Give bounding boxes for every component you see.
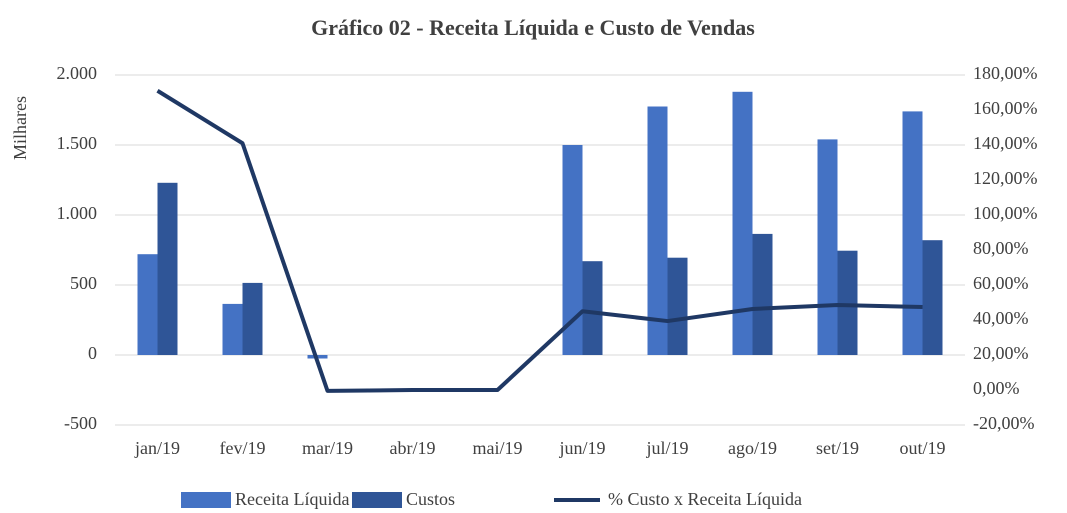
bar (647, 106, 668, 355)
bar (752, 233, 773, 355)
bar (922, 240, 943, 355)
legend-swatch (352, 492, 402, 508)
y2-tick-label: 180,00% (973, 63, 1038, 83)
bar (157, 182, 178, 355)
bar (902, 111, 923, 356)
y-tick-label: 1.000 (57, 203, 98, 223)
y2-tick-label: 20,00% (973, 343, 1029, 363)
y2-tick-label: 140,00% (973, 133, 1038, 153)
bar (732, 91, 753, 356)
y2-tick-label: -20,00% (973, 413, 1035, 433)
y2-tick-label: 100,00% (973, 203, 1038, 223)
x-tick-label: jul/19 (645, 438, 688, 458)
bar (222, 303, 243, 355)
y2-tick-label: 120,00% (973, 168, 1038, 188)
legend-label: Custos (406, 489, 455, 509)
x-tick-label: abr/19 (390, 438, 436, 458)
bar (137, 254, 158, 355)
y-tick-label: 2.000 (57, 63, 98, 83)
x-tick-label: fev/19 (220, 438, 266, 458)
bar (667, 257, 688, 355)
y2-tick-label: 80,00% (973, 238, 1029, 258)
y-tick-label: 0 (88, 343, 97, 363)
y2-tick-label: 60,00% (973, 273, 1029, 293)
y2-tick-label: 40,00% (973, 308, 1029, 328)
x-tick-label: jan/19 (134, 438, 180, 458)
x-tick-label: set/19 (816, 438, 859, 458)
legend-label: Receita Líquida (235, 489, 349, 509)
bar (242, 282, 263, 355)
bar (562, 145, 583, 355)
y-axis-title: Milhares (10, 96, 30, 160)
bar (817, 139, 838, 355)
x-tick-label: ago/19 (728, 438, 777, 458)
x-tick-label: mar/19 (302, 438, 353, 458)
y-tick-label: -500 (64, 413, 97, 433)
x-tick-label: jun/19 (558, 438, 605, 458)
y2-tick-label: 160,00% (973, 98, 1038, 118)
y-tick-label: 500 (70, 273, 97, 293)
legend-label: % Custo x Receita Líquida (608, 489, 802, 509)
bar (837, 250, 858, 355)
y2-tick-label: 0,00% (973, 378, 1020, 398)
chart-title: Gráfico 02 - Receita Líquida e Custo de … (311, 15, 755, 40)
legend-swatch (181, 492, 231, 508)
y-tick-label: 1.500 (57, 133, 98, 153)
line (156, 89, 923, 393)
x-tick-label: out/19 (899, 438, 945, 458)
bar (582, 261, 603, 355)
x-tick-label: mai/19 (473, 438, 523, 458)
